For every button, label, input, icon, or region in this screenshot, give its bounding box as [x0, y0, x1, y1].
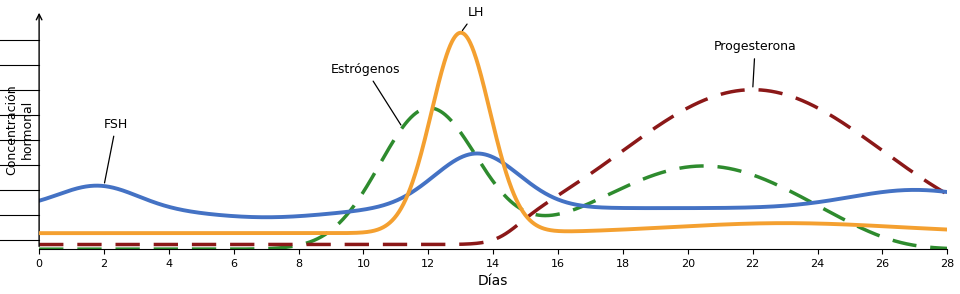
- Text: Estrógenos: Estrógenos: [331, 63, 401, 125]
- Y-axis label: Concentración
hormonal: Concentración hormonal: [6, 84, 34, 175]
- X-axis label: Días: Días: [478, 274, 509, 288]
- Text: LH: LH: [463, 6, 484, 31]
- Text: Progesterona: Progesterona: [714, 40, 797, 87]
- Text: FSH: FSH: [104, 118, 129, 183]
